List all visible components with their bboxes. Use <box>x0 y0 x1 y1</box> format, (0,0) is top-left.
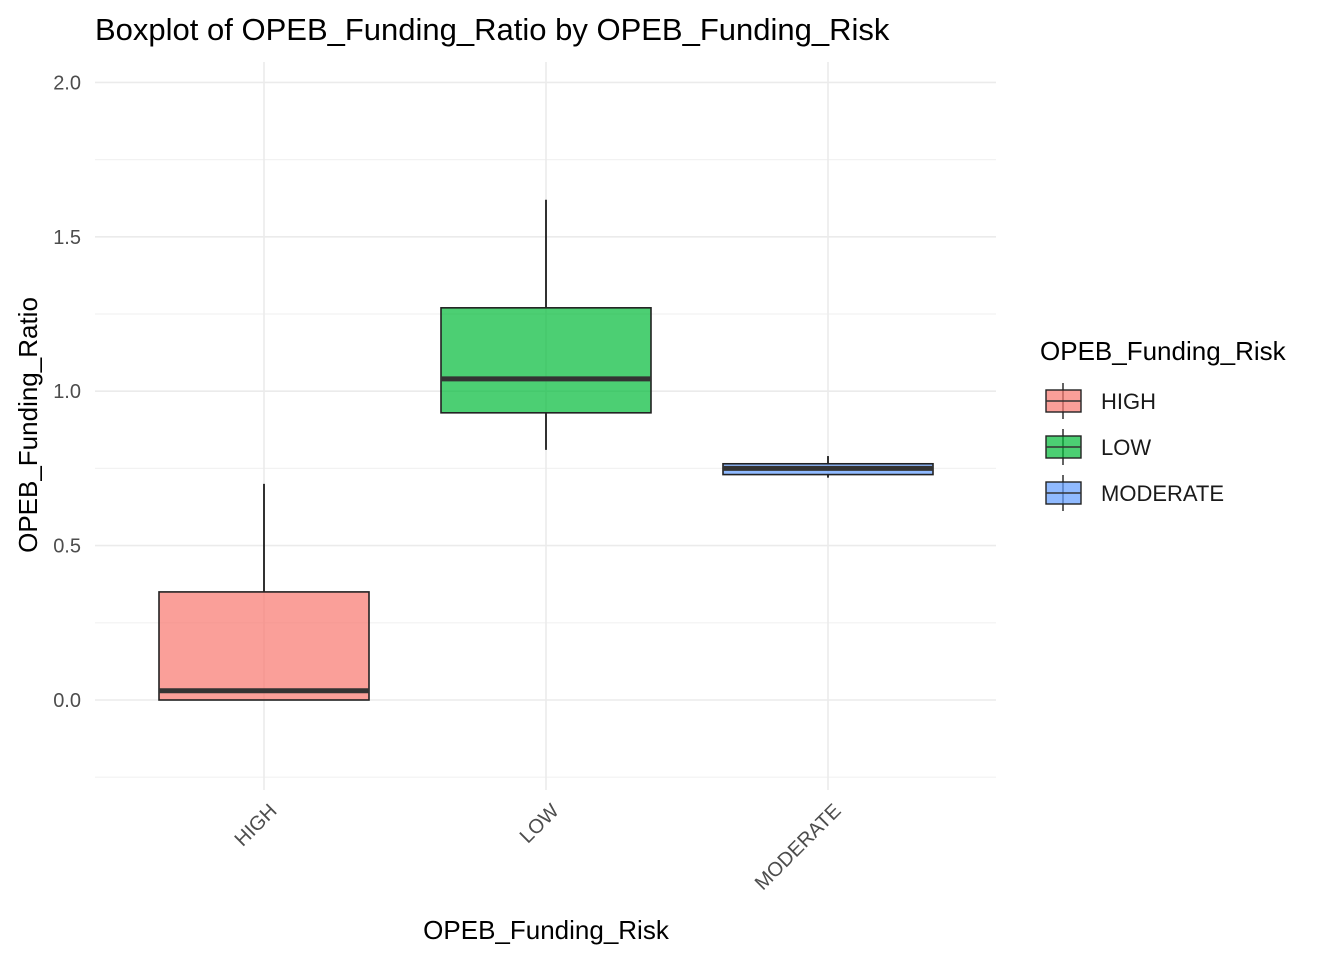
box-layer <box>158 199 934 701</box>
y-tick-label: 0.5 <box>53 536 81 558</box>
box-body <box>158 591 370 701</box>
box-moderate <box>722 456 934 478</box>
legend-key-moderate <box>1045 475 1082 511</box>
y-tick-label: 1.0 <box>53 381 81 403</box>
x-axis-title: OPEB_Funding_Risk <box>423 915 670 945</box>
box-high <box>158 483 370 701</box>
legend-label: LOW <box>1101 435 1151 460</box>
legend-key-high <box>1045 383 1082 419</box>
x-tick-label: LOW <box>516 800 564 848</box>
legend-label: MODERATE <box>1101 481 1224 506</box>
box-low <box>440 199 652 450</box>
box-body <box>440 307 652 414</box>
legend: OPEB_Funding_Risk HIGH LOW MODERATE <box>1040 336 1287 511</box>
y-tick-label: 1.5 <box>53 227 81 249</box>
y-tick-label: 2.0 <box>53 72 81 94</box>
x-tick-label: HIGH <box>231 800 282 851</box>
chart-title: Boxplot of OPEB_Funding_Ratio by OPEB_Fu… <box>95 12 890 47</box>
y-tick-label: 0.0 <box>53 690 81 712</box>
legend-title: OPEB_Funding_Risk <box>1040 336 1287 366</box>
legend-label: HIGH <box>1101 389 1156 414</box>
x-tick-label: MODERATE <box>751 800 846 895</box>
y-axis-title: OPEB_Funding_Ratio <box>13 297 43 553</box>
x-axis: HIGH LOW MODERATE <box>231 800 846 895</box>
y-axis: 0.0 0.5 1.0 1.5 2.0 <box>53 72 81 712</box>
legend-key-low <box>1045 429 1082 465</box>
